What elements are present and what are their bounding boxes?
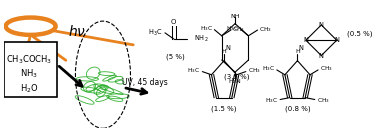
Text: $\mathregular{H_3C}$: $\mathregular{H_3C}$ [262, 65, 274, 74]
Text: $\mathregular{CH_3}$: $\mathregular{CH_3}$ [259, 25, 271, 34]
Text: (0.5 %): (0.5 %) [347, 31, 372, 37]
Text: $\mathregular{NH_3}$: $\mathregular{NH_3}$ [20, 68, 38, 80]
Text: $\mathregular{CH_3COCH_3}$: $\mathregular{CH_3COCH_3}$ [6, 53, 52, 66]
Text: N: N [225, 45, 230, 51]
Text: H: H [222, 49, 226, 54]
Text: N: N [319, 53, 324, 59]
Text: N: N [298, 45, 303, 51]
Text: N: N [334, 37, 339, 43]
Text: H: H [295, 49, 300, 54]
Text: (5 %): (5 %) [166, 54, 185, 60]
Text: $\mathregular{NH_2}$: $\mathregular{NH_2}$ [194, 34, 209, 44]
FancyBboxPatch shape [4, 42, 57, 97]
Text: NH: NH [230, 14, 240, 18]
Text: $\mathregular{CH_3}$: $\mathregular{CH_3}$ [317, 96, 330, 105]
Text: O: O [171, 19, 177, 25]
Text: N: N [304, 37, 308, 43]
Text: $\mathregular{CH_3}$: $\mathregular{CH_3}$ [248, 67, 260, 75]
Text: (3.5 %): (3.5 %) [224, 73, 249, 80]
Text: (1.5 %): (1.5 %) [211, 106, 237, 112]
Text: $\mathregular{H_3C}$: $\mathregular{H_3C}$ [265, 96, 278, 105]
Text: $\mathregular{CH_3}$: $\mathregular{CH_3}$ [232, 25, 245, 34]
Text: $\mathregular{H_3C}$: $\mathregular{H_3C}$ [226, 24, 239, 33]
Text: $h\nu$: $h\nu$ [68, 24, 86, 39]
Text: N: N [319, 22, 324, 28]
Text: $\mathregular{H_2O}$: $\mathregular{H_2O}$ [20, 83, 38, 95]
Text: $\mathregular{H_3C}$: $\mathregular{H_3C}$ [149, 27, 163, 38]
Text: UV, 45 days: UV, 45 days [122, 78, 168, 87]
Text: (0.8 %): (0.8 %) [285, 106, 310, 112]
Text: $\mathregular{H_3C}$: $\mathregular{H_3C}$ [187, 67, 200, 75]
Text: $\mathregular{H_2N}$: $\mathregular{H_2N}$ [228, 77, 242, 86]
Text: $\mathregular{CH_3}$: $\mathregular{CH_3}$ [320, 65, 333, 74]
Text: $\mathregular{H_3C}$: $\mathregular{H_3C}$ [200, 24, 212, 33]
